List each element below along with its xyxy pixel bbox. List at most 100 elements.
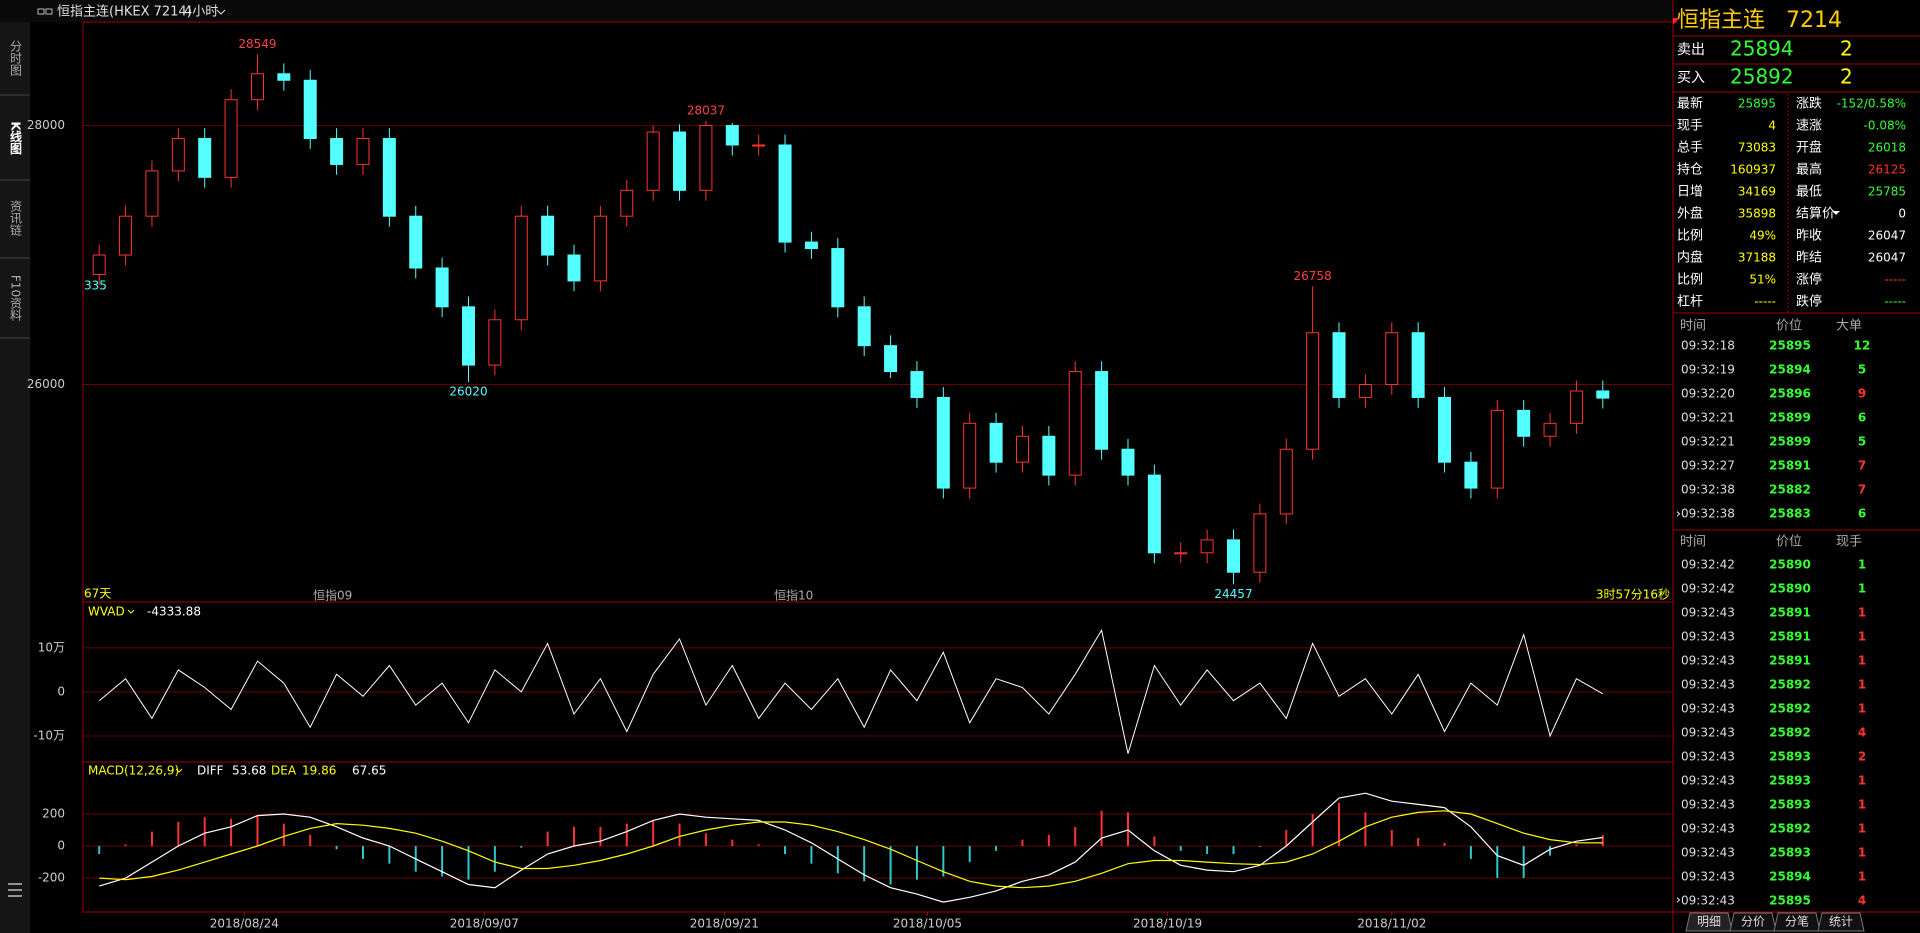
ask-qty: 2: [1840, 37, 1853, 61]
trade-price: 25899: [1769, 435, 1811, 449]
tab-separators: [0, 94, 30, 339]
x-tick-label: 2018/09/07: [450, 917, 519, 931]
candle-body: [1095, 371, 1109, 450]
candle-body: [831, 248, 845, 308]
trade-qty: 1: [1858, 582, 1866, 596]
trade-qty: 6: [1858, 411, 1866, 425]
trade-qty: 1: [1858, 558, 1866, 572]
trade-time: 09:32:20: [1681, 387, 1735, 401]
trade-price: 25891: [1769, 654, 1811, 668]
candle-body: [1358, 384, 1372, 398]
candle-body: [1490, 409, 1504, 489]
instrument-title[interactable]: 恒指主连(HKEX 7214): [57, 4, 192, 20]
sidebar-tab[interactable]: 资讯链: [9, 200, 23, 236]
x-tick-label: 2018/09/21: [690, 917, 759, 931]
quote-label: 速涨: [1796, 119, 1822, 134]
trade-qty: 1: [1858, 702, 1866, 716]
chevron: [175, 768, 183, 773]
chevron: [216, 9, 226, 15]
candle-body: [1464, 461, 1478, 489]
table-header: 价位: [1776, 535, 1802, 550]
trade-price: 25891: [1769, 459, 1811, 473]
quote-value: 160937: [1730, 163, 1776, 177]
tab-shape[interactable]: [1817, 912, 1865, 932]
trade-time: 09:32:43: [1681, 750, 1735, 764]
sidebar-tab[interactable]: 分时图: [9, 40, 23, 76]
trade-qty: 4: [1858, 726, 1866, 740]
trade-time: 09:32:27: [1681, 459, 1735, 473]
candle-body: [1015, 435, 1029, 463]
trade-price: 25893: [1769, 846, 1811, 860]
trade-qty: 1: [1858, 678, 1866, 692]
period-selector[interactable]: 4小时: [184, 5, 218, 20]
chevron: [127, 609, 135, 614]
high-label: 28549: [238, 37, 276, 51]
candle-body: [1279, 448, 1293, 515]
trade-price: 25892: [1769, 822, 1811, 836]
tab-label[interactable]: 明细: [1697, 915, 1721, 929]
quote-value: 73083: [1738, 141, 1776, 155]
contract-label: 恒指09: [313, 588, 352, 603]
tab-label[interactable]: 分笔: [1785, 914, 1809, 929]
trade-price: 25892: [1769, 678, 1811, 692]
indicator-title[interactable]: MACD(12,26,9): [88, 764, 179, 778]
candle-body: [119, 215, 133, 256]
quote-label: 结算价: [1796, 207, 1835, 222]
indicator-line: [98, 628, 1604, 754]
trade-time: 09:32:38: [1681, 507, 1735, 521]
row-pointer: ›: [1676, 507, 1681, 521]
trade-time: 09:32:43: [1681, 798, 1735, 812]
trade-price: 25893: [1769, 774, 1811, 788]
candle-body: [1543, 422, 1557, 437]
quote-value: 26018: [1868, 141, 1906, 155]
menu-icon[interactable]: [8, 883, 22, 897]
quote-value: -----: [1884, 295, 1906, 309]
y-tick-label: 26000: [27, 377, 65, 391]
candle-body: [646, 131, 660, 191]
sidebar-tab[interactable]: K线图: [9, 121, 23, 155]
trade-price: 25882: [1769, 483, 1811, 497]
candle-body: [1438, 396, 1452, 463]
trade-time: 09:32:21: [1681, 411, 1735, 425]
trade-time: 09:32:43: [1681, 846, 1735, 860]
quote-label: 涨停: [1796, 272, 1822, 288]
y-tick-label: 200: [42, 807, 65, 821]
trade-qty: 7: [1858, 459, 1866, 473]
dropdown-icon[interactable]: [1832, 211, 1840, 215]
trade-qty: 12: [1854, 339, 1871, 353]
x-tick-label: 2018/10/05: [893, 917, 962, 931]
indicator-title[interactable]: WVAD: [88, 605, 125, 619]
bid-label: 买入: [1677, 70, 1705, 86]
sidebar-tab[interactable]: F10资料: [9, 275, 23, 321]
table-header: 时间: [1680, 535, 1706, 550]
trade-qty: 5: [1858, 435, 1866, 449]
quote-value: 37188: [1738, 251, 1776, 265]
quote-value: -----: [1884, 273, 1906, 287]
candle-body: [1596, 390, 1610, 399]
quote-label: 跌停: [1796, 294, 1822, 310]
trade-time: 09:32:42: [1681, 558, 1735, 572]
candle-body: [1147, 474, 1161, 554]
trade-qty: 1: [1858, 846, 1866, 860]
tab-label[interactable]: 统计: [1829, 915, 1853, 929]
candle-body: [382, 138, 396, 217]
trade-time: 09:32:42: [1681, 582, 1735, 596]
trade-time: 09:32:19: [1681, 363, 1735, 377]
candle-body: [1332, 332, 1346, 398]
trade-price: 25892: [1769, 726, 1811, 740]
y-tick-label: 0: [57, 684, 65, 698]
y-tick-label: 28000: [27, 118, 65, 132]
candle-body: [963, 422, 977, 489]
tab-label[interactable]: 分价: [1741, 915, 1765, 929]
trade-price: 25895: [1769, 894, 1811, 908]
quote-value: 25895: [1738, 97, 1776, 111]
candle-body: [1200, 539, 1214, 554]
quote-label: 昨收: [1796, 229, 1822, 244]
candle-body: [488, 319, 502, 366]
trade-qty: 1: [1858, 630, 1866, 644]
quote-value: 49%: [1749, 229, 1776, 243]
macd-line: [99, 810, 1603, 889]
icon: [37, 8, 45, 15]
candle-body: [857, 306, 871, 347]
trade-price: 25893: [1769, 750, 1811, 764]
